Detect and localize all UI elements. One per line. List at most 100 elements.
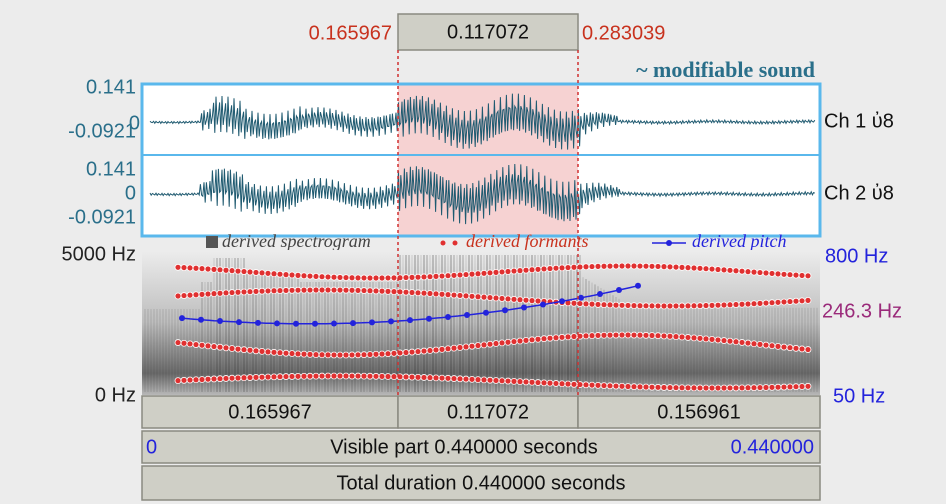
spectrogram-column xyxy=(273,273,275,392)
formant-dot xyxy=(642,383,650,391)
formant-dot xyxy=(276,373,284,381)
formant-dot xyxy=(492,340,500,347)
formant-dot xyxy=(384,350,392,358)
formant-dot xyxy=(234,288,242,296)
formant-dot xyxy=(798,297,806,305)
formant-dot xyxy=(462,375,470,383)
spectrogram-column xyxy=(327,282,329,392)
formant-dot xyxy=(246,374,254,381)
formant-dot xyxy=(504,338,512,346)
formant-dot xyxy=(654,383,662,391)
formant-dot xyxy=(648,332,656,339)
spectrogram-column xyxy=(768,307,770,392)
formant-dot xyxy=(336,351,344,359)
spectrogram-column xyxy=(282,273,284,392)
formant-dot xyxy=(672,302,680,310)
spectrogram-column xyxy=(684,307,686,392)
formant-dot xyxy=(426,374,434,382)
formant-dot xyxy=(768,270,776,277)
formant-dot xyxy=(348,286,356,294)
spectrogram-column xyxy=(546,255,548,392)
formant-dot xyxy=(804,272,812,280)
spectrogram-column xyxy=(285,273,287,392)
formant-dot xyxy=(450,375,458,382)
formant-dot xyxy=(666,332,674,340)
formant-dot xyxy=(468,375,476,383)
total-duration-bar[interactable] xyxy=(141,465,821,501)
formant-dot xyxy=(360,274,368,282)
spectrogram-column xyxy=(705,307,707,392)
formant-dot xyxy=(186,376,194,384)
spectrogram-column xyxy=(618,298,620,392)
formant-dot xyxy=(444,272,452,280)
pitch-dot xyxy=(179,315,185,322)
pitch-dot xyxy=(236,319,242,326)
formant-dot xyxy=(486,340,494,348)
formant-dot xyxy=(690,334,698,342)
formant-dot xyxy=(210,265,218,273)
spectrogram-column xyxy=(627,307,629,392)
spectrogram-column xyxy=(252,273,254,392)
visible-part-bar[interactable] xyxy=(141,430,821,464)
formant-dot xyxy=(792,297,800,305)
formant-dot xyxy=(324,351,332,359)
formant-dot xyxy=(738,339,746,346)
formant-dot xyxy=(582,332,590,340)
formant-dot xyxy=(750,384,758,392)
spectrogram-column xyxy=(213,258,215,392)
formant-dot xyxy=(510,338,518,345)
formant-dot xyxy=(468,270,476,278)
formant-dot xyxy=(444,374,452,382)
formant-dot xyxy=(174,292,182,300)
formant-dot xyxy=(204,375,212,383)
selection-duration-box[interactable] xyxy=(397,13,579,51)
spectrogram-column xyxy=(540,255,542,392)
spectrogram-column xyxy=(654,307,656,392)
formant-dot xyxy=(708,336,716,343)
formant-dot xyxy=(378,274,386,282)
formant-dot xyxy=(486,294,494,301)
visible-label: Visible part 0.440000 seconds xyxy=(330,436,598,458)
formant-dot xyxy=(390,373,398,381)
segment-selection-label: 0.117072 xyxy=(447,401,529,423)
spectrogram-column xyxy=(669,307,671,392)
spectrogram-column xyxy=(777,307,779,392)
formant-dot xyxy=(768,383,776,391)
formant-dot xyxy=(804,382,812,390)
spectrogram-column xyxy=(690,307,692,392)
spectrogram-column xyxy=(576,255,578,392)
spectrogram-column xyxy=(735,307,737,392)
spectrogram-column xyxy=(159,309,161,392)
spectrogram-column xyxy=(747,307,749,392)
formant-dot xyxy=(726,266,734,274)
formant-dot xyxy=(702,265,710,273)
formant-dot xyxy=(438,290,446,298)
formant-dot xyxy=(474,376,482,384)
formant-dot xyxy=(594,262,602,270)
formant-dot xyxy=(570,333,578,340)
formant-dot xyxy=(498,268,506,276)
spectrogram-column xyxy=(741,307,743,392)
formant-dot xyxy=(522,378,530,386)
ch1-zero: 0 xyxy=(129,112,140,134)
spectrogram-column xyxy=(687,307,689,392)
freq-min: 0 Hz xyxy=(95,384,136,406)
spectrogram-column xyxy=(666,307,668,392)
waveform-border xyxy=(140,82,822,238)
pitch-max: 800 Hz xyxy=(825,245,888,267)
formant-dot xyxy=(648,302,656,310)
pitch-cursor: 246.3 Hz xyxy=(822,300,902,322)
segment-after[interactable] xyxy=(577,395,821,429)
spectrogram-column xyxy=(678,307,680,392)
formant-dot xyxy=(786,344,794,352)
formant-dot xyxy=(504,295,512,303)
formant-dot xyxy=(294,271,302,279)
formant-dot xyxy=(258,287,266,295)
segment-selection[interactable] xyxy=(397,395,579,429)
formant-dot xyxy=(474,342,482,349)
formant-dot xyxy=(174,339,182,346)
formant-dot xyxy=(600,301,608,309)
formant-dot xyxy=(246,268,254,276)
spectrogram-column xyxy=(603,289,605,392)
spectrogram-column xyxy=(324,282,326,392)
